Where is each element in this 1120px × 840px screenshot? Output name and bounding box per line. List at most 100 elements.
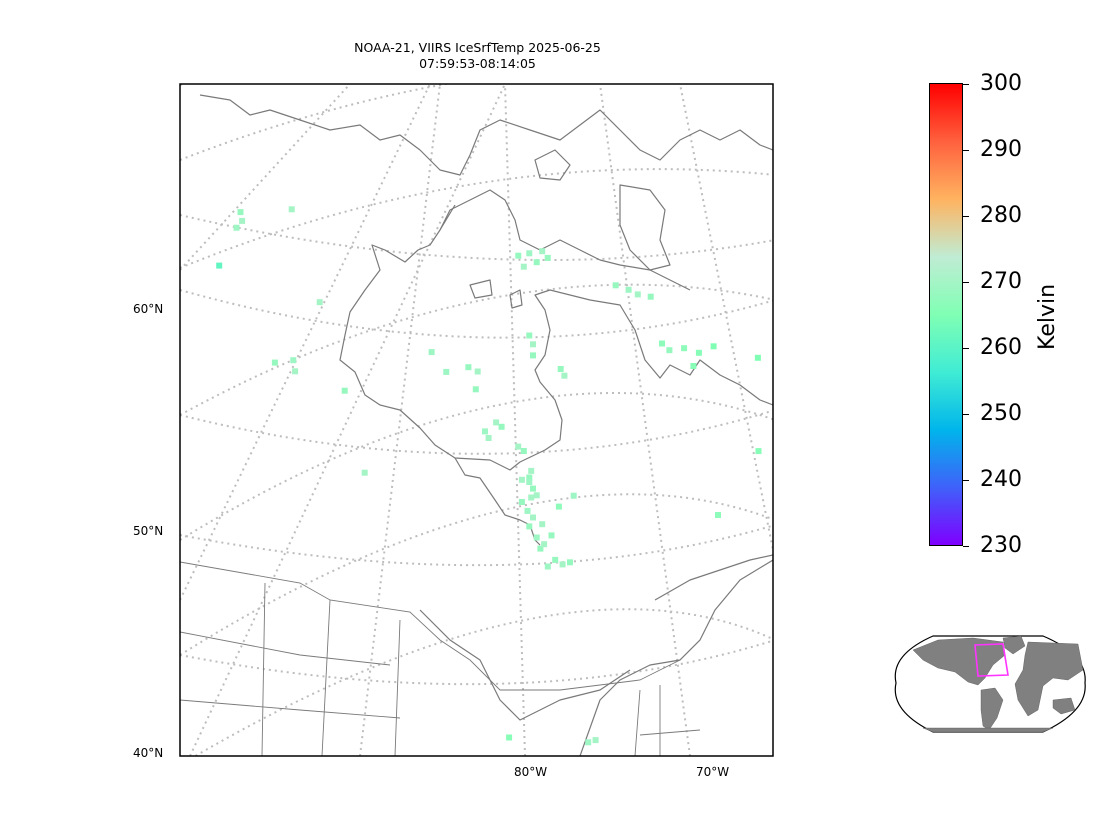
coastlines bbox=[199, 94, 773, 756]
meridian-gridline bbox=[359, 84, 441, 756]
data-point bbox=[715, 512, 721, 518]
data-point bbox=[526, 479, 533, 485]
data-point bbox=[216, 262, 223, 269]
chart-title-line2: 07:59:53-08:14:05 bbox=[419, 56, 536, 71]
lat-label-40: 40°N bbox=[133, 746, 164, 760]
hudson-bay-coastline bbox=[339, 204, 773, 471]
data-point bbox=[530, 485, 536, 492]
data-point bbox=[237, 209, 244, 216]
map-area bbox=[180, 84, 773, 756]
james-bay-coastline bbox=[454, 457, 541, 546]
data-point bbox=[659, 340, 665, 347]
state-border bbox=[261, 582, 266, 756]
data-point bbox=[533, 259, 540, 266]
map-frame bbox=[179, 83, 774, 757]
parallel-gridline bbox=[180, 84, 187, 86]
island-coastline bbox=[469, 279, 493, 299]
data-point bbox=[526, 250, 533, 257]
parallel-gridline bbox=[180, 214, 773, 261]
data-point bbox=[518, 476, 525, 483]
data-point bbox=[288, 206, 295, 213]
state-border bbox=[180, 699, 401, 719]
colorbar-tick-mark bbox=[963, 150, 969, 151]
data-point bbox=[541, 541, 548, 548]
data-point bbox=[544, 563, 551, 570]
data-point bbox=[530, 514, 536, 521]
gridlines bbox=[180, 84, 773, 756]
data-point bbox=[465, 364, 472, 371]
data-point bbox=[559, 561, 566, 568]
southeast-coastline bbox=[579, 559, 773, 756]
inset-globe-locator bbox=[894, 635, 1086, 733]
colorbar-label: Kelvin bbox=[1035, 283, 1060, 350]
colorbar-tick-label: 250 bbox=[980, 401, 1022, 426]
parallel-gridline bbox=[180, 168, 773, 269]
data-point bbox=[537, 545, 544, 552]
state-border bbox=[321, 599, 331, 756]
data-point bbox=[557, 366, 564, 372]
data-point bbox=[530, 341, 536, 348]
data-point bbox=[239, 217, 246, 224]
lon-label-70w: 70°W bbox=[696, 765, 730, 779]
colorbar-tick-label: 270 bbox=[980, 269, 1022, 294]
data-point bbox=[515, 252, 522, 259]
data-point bbox=[526, 332, 533, 339]
data-point bbox=[515, 443, 522, 450]
data-point bbox=[561, 372, 568, 379]
data-point bbox=[533, 534, 540, 541]
great-lakes-coastline bbox=[419, 609, 631, 721]
canada-us-border bbox=[180, 561, 701, 691]
data-point bbox=[695, 349, 702, 356]
data-point bbox=[493, 419, 500, 426]
data-point bbox=[539, 248, 546, 255]
data-point bbox=[755, 448, 762, 455]
data-point bbox=[612, 282, 619, 289]
colorbar-tick-mark bbox=[963, 414, 969, 415]
colorbar-tick-mark bbox=[963, 216, 969, 217]
colorbar-tick-mark bbox=[963, 480, 969, 481]
data-point bbox=[428, 349, 435, 356]
parallel-gridline bbox=[180, 392, 773, 541]
data-point bbox=[520, 448, 527, 454]
data-point bbox=[567, 559, 573, 566]
eurasia-africa-land bbox=[1014, 641, 1084, 717]
meridian-gridline bbox=[504, 84, 526, 756]
lon-label-80w: 80°W bbox=[514, 765, 548, 779]
meridian-gridline bbox=[189, 84, 506, 756]
data-point bbox=[482, 428, 488, 435]
parallel-gridline bbox=[193, 608, 773, 756]
island-coastline bbox=[534, 149, 571, 181]
data-point bbox=[544, 254, 551, 261]
meridian-gridline bbox=[679, 84, 773, 556]
colorbar-tick-label: 230 bbox=[980, 533, 1022, 558]
meridian-gridline bbox=[599, 84, 691, 756]
parallel-gridline bbox=[180, 524, 773, 567]
data-point bbox=[361, 469, 368, 476]
data-point bbox=[341, 387, 348, 394]
parallel-gridline bbox=[180, 283, 773, 416]
meridian-gridline bbox=[180, 84, 431, 601]
island-coastline bbox=[509, 289, 523, 309]
colorbar-tick-label: 300 bbox=[980, 71, 1022, 96]
data-point bbox=[666, 347, 673, 354]
parallel-gridline bbox=[180, 639, 773, 686]
chart-title: NOAA-21, VIIRS IceSrfTemp 2025-06-25 07:… bbox=[180, 40, 775, 72]
data-point bbox=[539, 521, 546, 528]
data-point bbox=[592, 737, 599, 744]
data-point bbox=[585, 739, 592, 746]
colorbar-tick-mark bbox=[963, 546, 969, 547]
colorbar-tick-label: 290 bbox=[980, 137, 1022, 162]
data-point bbox=[625, 286, 632, 293]
data-point bbox=[506, 734, 513, 741]
data-point bbox=[290, 357, 297, 364]
north-america-land bbox=[912, 637, 1006, 686]
colorbar-tick-label: 260 bbox=[980, 335, 1022, 360]
colorbar-tick-mark bbox=[963, 348, 969, 349]
data-point bbox=[528, 467, 535, 474]
data-point bbox=[647, 293, 654, 300]
parallel-gridline bbox=[180, 493, 773, 656]
data-point bbox=[533, 492, 540, 499]
northern-islands-coastline bbox=[199, 94, 773, 176]
data-point bbox=[552, 556, 559, 563]
colorbar bbox=[929, 83, 963, 546]
